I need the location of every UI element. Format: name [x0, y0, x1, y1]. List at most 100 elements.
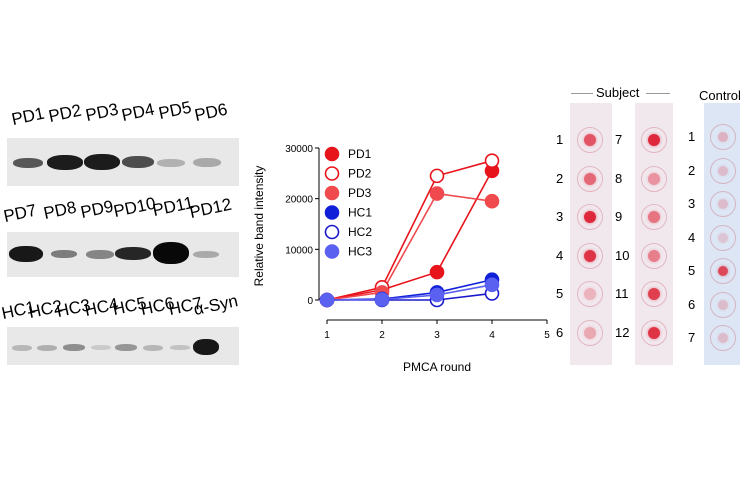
blot-band [193, 251, 219, 258]
y-tick-label: 20000 [285, 195, 313, 206]
dot-number-label: 4 [556, 247, 564, 263]
blot-band [170, 345, 190, 350]
dot-spot [718, 299, 728, 310]
y-axis-title: Relative band intensity [252, 166, 266, 287]
dot-spot [584, 249, 596, 262]
lane-label: PD2 [46, 100, 84, 127]
y-tick-label: 0 [307, 296, 313, 307]
x-axis-title: PMCA round [403, 360, 471, 374]
legend-label-pd3: PD3 [348, 186, 372, 200]
chart-legend: PD1 PD2 PD3 HC1 HC2 HC3 [324, 146, 372, 259]
series-point-pd2 [484, 153, 500, 168]
lane-label: PD1 [9, 103, 47, 130]
dot-ring [710, 291, 736, 318]
blot-band [122, 156, 154, 168]
dot-number-label: 12 [615, 324, 630, 340]
dot-spot [648, 249, 660, 262]
legend-label-hc2: HC2 [348, 225, 372, 239]
dot-spot [718, 165, 728, 176]
dot-spot [584, 172, 596, 185]
dot-spot [584, 288, 596, 300]
dot-spot [648, 326, 660, 339]
pmca-line-chart: 0 10000 20000 30000 1 2 3 4 5 PMCA round Relative … [252, 144, 550, 374]
legend-marker-hc3 [324, 244, 340, 259]
blot-band [157, 159, 185, 167]
dot-spot [718, 199, 728, 209]
series-point-pd2 [429, 168, 445, 184]
legend-label-hc3: HC3 [348, 245, 372, 259]
lane-label: PD5 [156, 97, 194, 124]
dot-ring [710, 258, 736, 284]
dot-spot [718, 132, 728, 142]
dot-ring [577, 281, 603, 307]
lane-label: PD3 [83, 99, 121, 126]
dot-ring [710, 224, 736, 251]
dot-number-label: 2 [688, 162, 696, 178]
dot-spot [648, 172, 660, 185]
subject-header: Subject [596, 85, 640, 100]
dot-number-label: 8 [615, 170, 623, 186]
dot-ring [577, 127, 603, 153]
dot-ring [710, 325, 736, 351]
blot-band [193, 339, 219, 355]
dot-number-label: 5 [556, 286, 564, 301]
lane-label: PD6 [192, 99, 230, 126]
dot-number-label: 7 [615, 132, 623, 147]
dot-ring [710, 124, 736, 150]
blot-band [153, 242, 189, 264]
dot-number-label: 10 [615, 247, 630, 263]
dot-ring [710, 157, 736, 184]
blot-band [37, 345, 57, 351]
series-point-pd1 [429, 264, 445, 280]
lane-label: PD10 [111, 193, 158, 222]
series-line-pd2 [326, 159, 493, 301]
dot-ring [641, 127, 667, 153]
blot-band [63, 344, 85, 351]
chart-axes: 0 10000 20000 30000 1 2 3 4 5 PMCA round Relative … [252, 144, 550, 374]
blot-band [143, 345, 163, 351]
series-point-pd3 [429, 186, 445, 201]
series-point-hc3 [484, 277, 500, 293]
lane-label: PD4 [119, 99, 157, 126]
dot-number-label: 4 [688, 229, 696, 245]
blot-band [51, 250, 77, 258]
blot-strip-row2 [7, 232, 239, 277]
dot-ring [641, 204, 667, 230]
dot-spot [718, 266, 728, 276]
dot-number-label: 3 [556, 209, 564, 224]
lane-label: PD12 [187, 194, 234, 223]
x-tick-label: 2 [379, 330, 385, 341]
dot-number-label: 5 [688, 263, 696, 278]
dot-spot [584, 326, 596, 339]
dot-spot [584, 211, 596, 223]
blot-strip-row3 [7, 327, 239, 365]
series-line-pd1 [326, 170, 493, 301]
x-tick-label: 3 [434, 330, 440, 341]
series-line-hc3 [326, 284, 493, 301]
dot-number-label: 1 [556, 132, 564, 147]
dot-spot [648, 134, 660, 146]
blot-strip-row1 [7, 138, 239, 186]
dot-number-label: 7 [688, 330, 696, 345]
legend-marker-pd2 [324, 166, 340, 181]
blot-band [193, 158, 221, 167]
blot-band [84, 154, 120, 170]
series-point-hc3 [319, 292, 335, 308]
x-tick-label: 5 [544, 330, 550, 341]
x-tick-label: 1 [324, 330, 330, 341]
lane-label: PD9 [78, 196, 116, 223]
dot-number-label: 2 [556, 170, 564, 186]
control-header: Control [699, 88, 741, 103]
dot-number-label: 6 [688, 296, 696, 312]
legend-label-pd1: PD1 [348, 147, 372, 161]
x-tick-label: 4 [489, 330, 495, 341]
dot-spot [584, 134, 596, 146]
blot-band [47, 155, 83, 170]
legend-marker-pd1 [324, 146, 340, 162]
dot-number-label: 6 [556, 324, 564, 340]
dot-number-label: 11 [615, 286, 629, 301]
dot-ring [641, 281, 667, 307]
dot-spot [648, 288, 660, 300]
blot-band [13, 158, 43, 168]
dot-ring [641, 242, 667, 269]
